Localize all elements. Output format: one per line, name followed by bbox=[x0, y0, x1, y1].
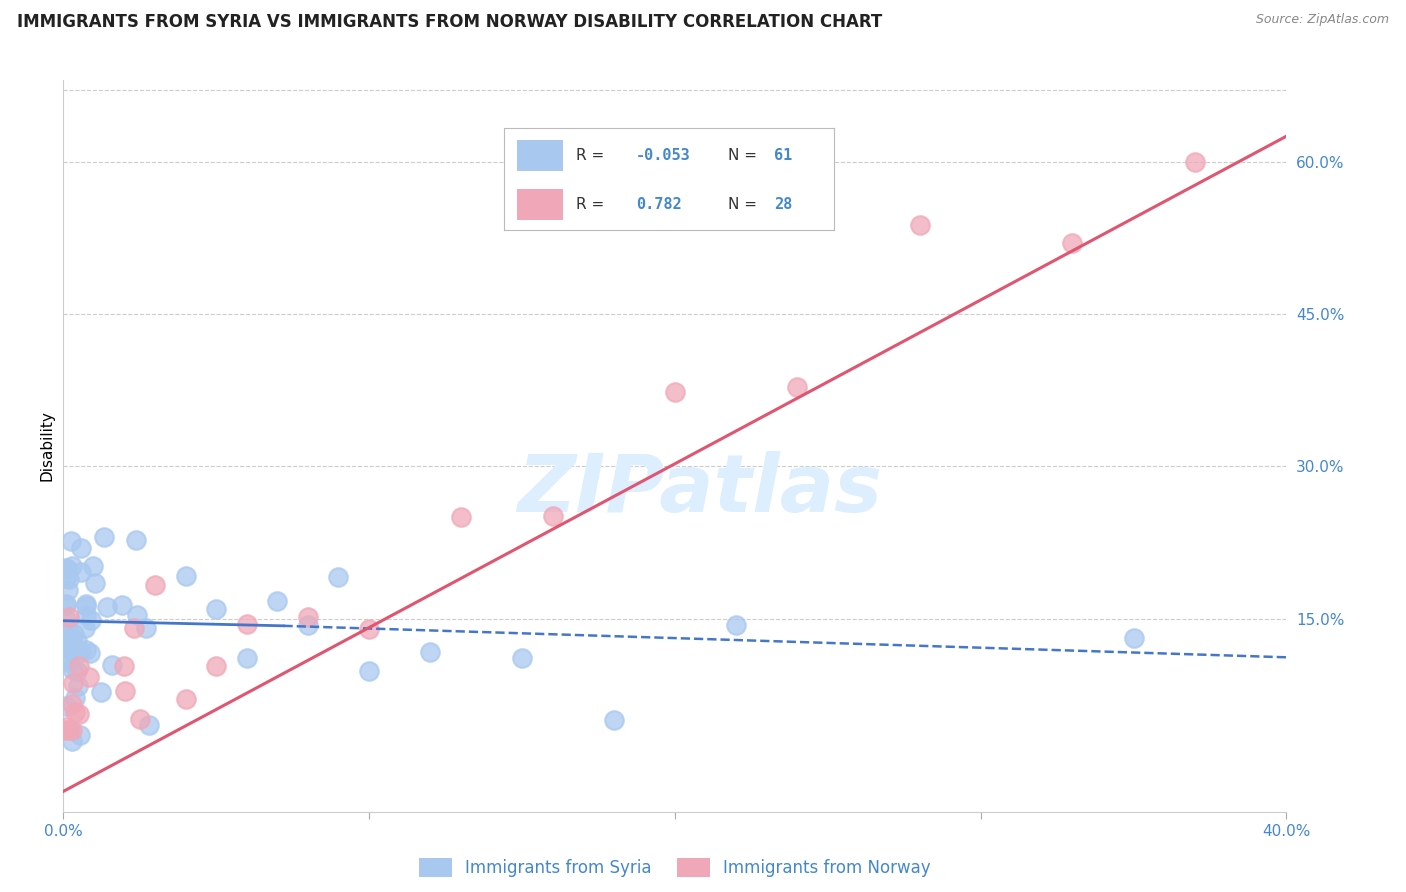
Point bbox=[55, 723, 77, 738]
Point bbox=[56, 655, 79, 669]
Point bbox=[101, 658, 124, 673]
Point bbox=[56, 562, 79, 576]
Point bbox=[174, 691, 197, 706]
Point bbox=[70, 541, 93, 556]
Point bbox=[359, 664, 381, 678]
Point bbox=[359, 622, 381, 636]
Point bbox=[75, 643, 97, 657]
Point bbox=[62, 676, 84, 690]
Point bbox=[1062, 235, 1084, 250]
Point bbox=[138, 717, 160, 731]
Point bbox=[125, 607, 148, 622]
Point bbox=[67, 679, 90, 693]
Point bbox=[70, 645, 93, 659]
Point bbox=[67, 659, 90, 673]
Point bbox=[143, 578, 166, 592]
Point bbox=[63, 691, 86, 706]
Point bbox=[69, 728, 91, 742]
Point bbox=[75, 597, 97, 611]
Point bbox=[96, 599, 118, 614]
Point bbox=[55, 598, 77, 612]
Point bbox=[205, 659, 228, 673]
Point bbox=[63, 627, 86, 641]
Point bbox=[114, 658, 135, 673]
Point bbox=[174, 569, 197, 583]
Point bbox=[67, 706, 90, 721]
Point bbox=[55, 699, 77, 714]
Point bbox=[56, 624, 79, 638]
Point bbox=[328, 570, 350, 584]
Point bbox=[60, 723, 83, 738]
Point bbox=[205, 602, 228, 616]
Point bbox=[56, 653, 79, 667]
Point bbox=[603, 713, 626, 727]
Point bbox=[93, 531, 115, 545]
Point bbox=[510, 651, 533, 665]
Point bbox=[60, 559, 83, 574]
Point bbox=[58, 723, 80, 738]
Point bbox=[55, 612, 77, 626]
Point bbox=[419, 645, 441, 659]
Point bbox=[75, 599, 97, 613]
Point bbox=[60, 662, 83, 676]
Point bbox=[75, 607, 97, 622]
Point bbox=[80, 613, 103, 627]
Text: ZIPatlas: ZIPatlas bbox=[517, 450, 882, 529]
Point bbox=[1184, 155, 1206, 169]
Point bbox=[725, 618, 748, 632]
Point bbox=[114, 683, 136, 698]
Point bbox=[908, 218, 931, 232]
Point bbox=[90, 684, 112, 698]
Point bbox=[236, 616, 259, 631]
Point bbox=[84, 576, 107, 591]
Y-axis label: Disability: Disability bbox=[39, 410, 55, 482]
Point bbox=[60, 644, 83, 658]
Point bbox=[75, 621, 97, 635]
Point bbox=[63, 705, 86, 719]
Point bbox=[59, 534, 82, 549]
Text: Source: ZipAtlas.com: Source: ZipAtlas.com bbox=[1256, 13, 1389, 27]
Point bbox=[55, 571, 77, 585]
Point bbox=[55, 597, 77, 611]
Point bbox=[786, 380, 808, 394]
Point bbox=[56, 633, 79, 648]
Point bbox=[236, 651, 259, 665]
Point bbox=[82, 558, 104, 573]
Text: IMMIGRANTS FROM SYRIA VS IMMIGRANTS FROM NORWAY DISABILITY CORRELATION CHART: IMMIGRANTS FROM SYRIA VS IMMIGRANTS FROM… bbox=[17, 13, 882, 31]
Point bbox=[1122, 631, 1144, 645]
Point bbox=[60, 634, 83, 648]
Point bbox=[122, 621, 145, 635]
Point bbox=[55, 561, 77, 575]
Point bbox=[58, 610, 80, 624]
Point bbox=[58, 572, 80, 586]
Point bbox=[66, 633, 89, 648]
Point bbox=[297, 610, 319, 624]
Point bbox=[125, 533, 148, 547]
Point bbox=[128, 712, 150, 726]
Point bbox=[60, 697, 83, 711]
Point bbox=[111, 599, 134, 613]
Point bbox=[541, 509, 564, 524]
Point bbox=[266, 594, 288, 608]
Point bbox=[297, 618, 319, 632]
Point bbox=[55, 720, 77, 734]
Point bbox=[70, 566, 93, 580]
Point bbox=[450, 509, 472, 524]
Legend: Immigrants from Syria, Immigrants from Norway: Immigrants from Syria, Immigrants from N… bbox=[412, 851, 938, 884]
Point bbox=[77, 670, 100, 684]
Point bbox=[664, 385, 686, 400]
Point bbox=[60, 733, 83, 747]
Point bbox=[58, 639, 80, 653]
Point bbox=[55, 629, 77, 643]
Point bbox=[58, 582, 80, 597]
Point bbox=[79, 647, 101, 661]
Point bbox=[66, 664, 89, 678]
Point bbox=[135, 621, 157, 635]
